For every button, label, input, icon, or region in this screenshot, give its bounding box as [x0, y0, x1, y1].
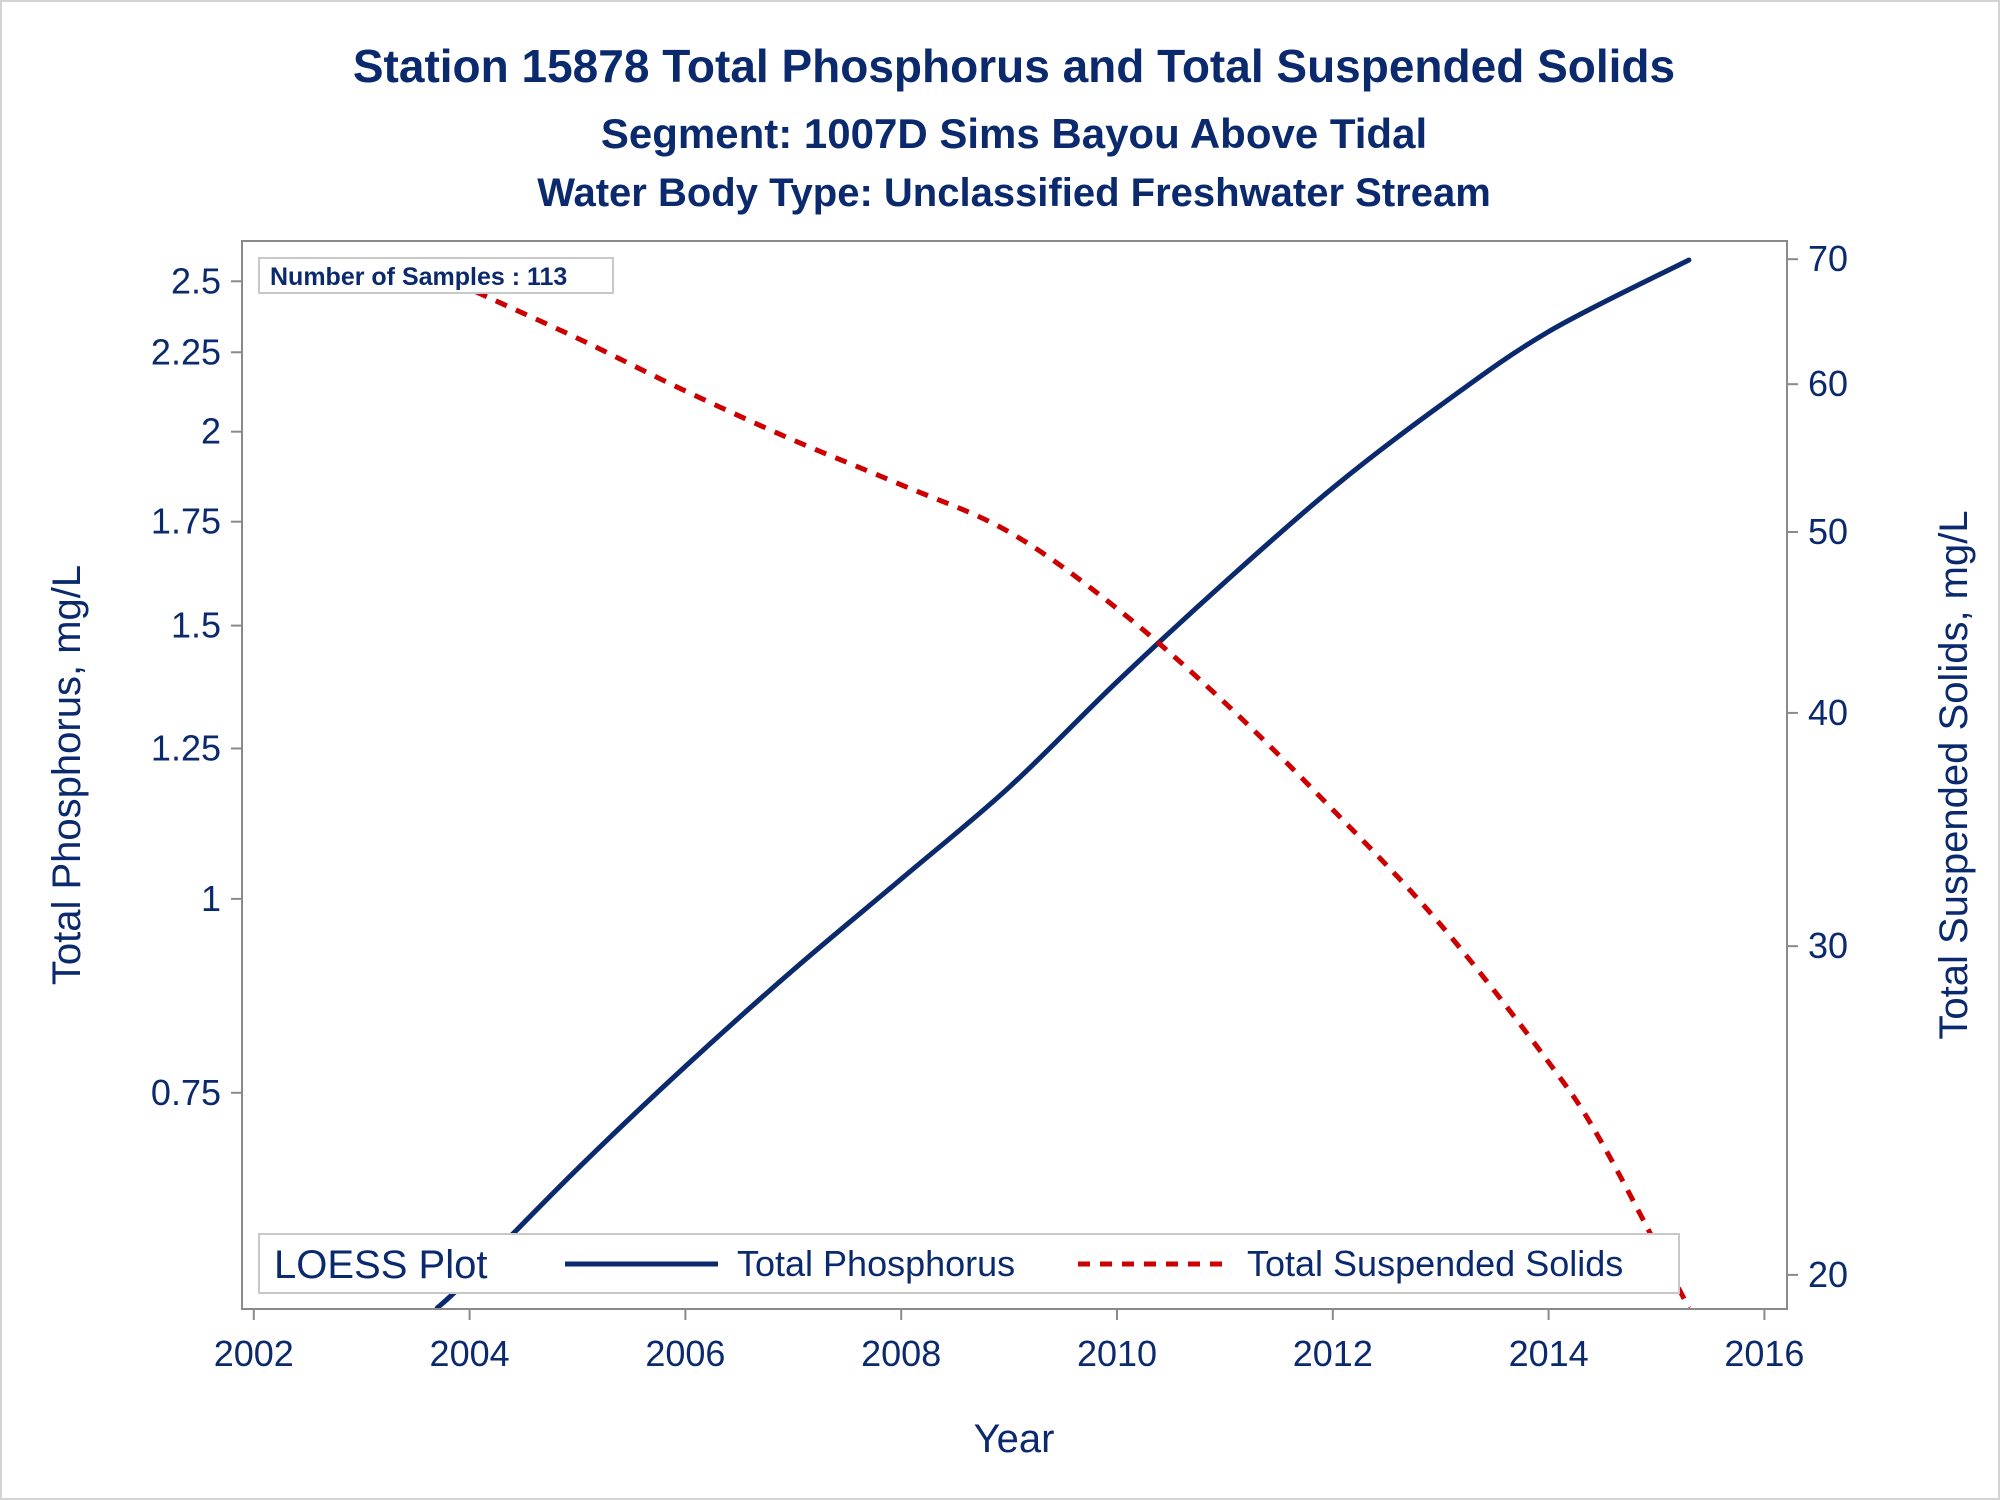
- x-axis-label: Year: [974, 1417, 1055, 1461]
- sample-count-box: Number of Samples : 113: [258, 257, 614, 294]
- y-right-tick-label: 40: [1808, 692, 1848, 733]
- y-axis-right-label: Total Suspended Solids, mg/L: [1932, 510, 1976, 1039]
- legend: LOESS Plot Total Phosphorus Total Suspen…: [258, 1233, 1680, 1294]
- y-right-tick-label: 60: [1808, 363, 1848, 404]
- legend-label-total-phosphorus: Total Phosphorus: [737, 1243, 1015, 1284]
- y-right-tick-label: 70: [1808, 238, 1848, 279]
- y-left-tick-label: 1.25: [151, 727, 221, 768]
- sample-count-text: Number of Samples : 113: [270, 263, 567, 291]
- y-right-tick-label: 30: [1808, 925, 1848, 966]
- y-left-tick-label: 1: [201, 878, 221, 919]
- y-left-tick-label: 2: [201, 411, 221, 452]
- x-tick-label: 2004: [430, 1333, 510, 1374]
- legend-label-total-suspended-solids: Total Suspended Solids: [1247, 1243, 1623, 1284]
- y-left-tick-label: 2.25: [151, 331, 221, 372]
- y-left-tick-label: 0.75: [151, 1072, 221, 1113]
- y-axis-left: 0.75 1 1.25 1.5 1.75 2 2.25 2.5: [151, 260, 243, 1113]
- y-left-tick-label: 1.75: [151, 501, 221, 542]
- legend-title: LOESS Plot: [274, 1243, 487, 1287]
- x-tick-label: 2010: [1077, 1333, 1157, 1374]
- series-line-total-phosphorus: [434, 257, 1692, 1308]
- x-axis: 2002 2004 2006 2008 2010 2012 2014 2016: [214, 1308, 1804, 1374]
- y-left-tick-label: 2.5: [171, 260, 221, 301]
- chart-title: Station 15878 Total Phosphorus and Total…: [353, 40, 1675, 92]
- y-right-tick-label: 20: [1808, 1254, 1848, 1295]
- x-tick-label: 2006: [645, 1333, 725, 1374]
- x-tick-label: 2012: [1293, 1333, 1373, 1374]
- chart-subtitle-water-body: Water Body Type: Unclassified Freshwater…: [537, 171, 1491, 215]
- x-tick-label: 2002: [214, 1333, 294, 1374]
- x-tick-label: 2016: [1724, 1333, 1804, 1374]
- chart-subtitle-segment: Segment: 1007D Sims Bayou Above Tidal: [601, 110, 1427, 157]
- y-axis-right: 20 30 40 50 60 70: [1786, 238, 1848, 1295]
- y-axis-left-label: Total Phosphorus, mg/L: [45, 565, 89, 985]
- y-left-tick-label: 1.5: [171, 605, 221, 646]
- x-tick-label: 2008: [861, 1333, 941, 1374]
- y-right-tick-label: 50: [1808, 511, 1848, 552]
- plot-area: [241, 240, 1788, 1310]
- x-tick-label: 2014: [1509, 1333, 1589, 1374]
- legend-box: [258, 1233, 1680, 1294]
- series-line-total-suspended-solids: [435, 268, 1692, 1308]
